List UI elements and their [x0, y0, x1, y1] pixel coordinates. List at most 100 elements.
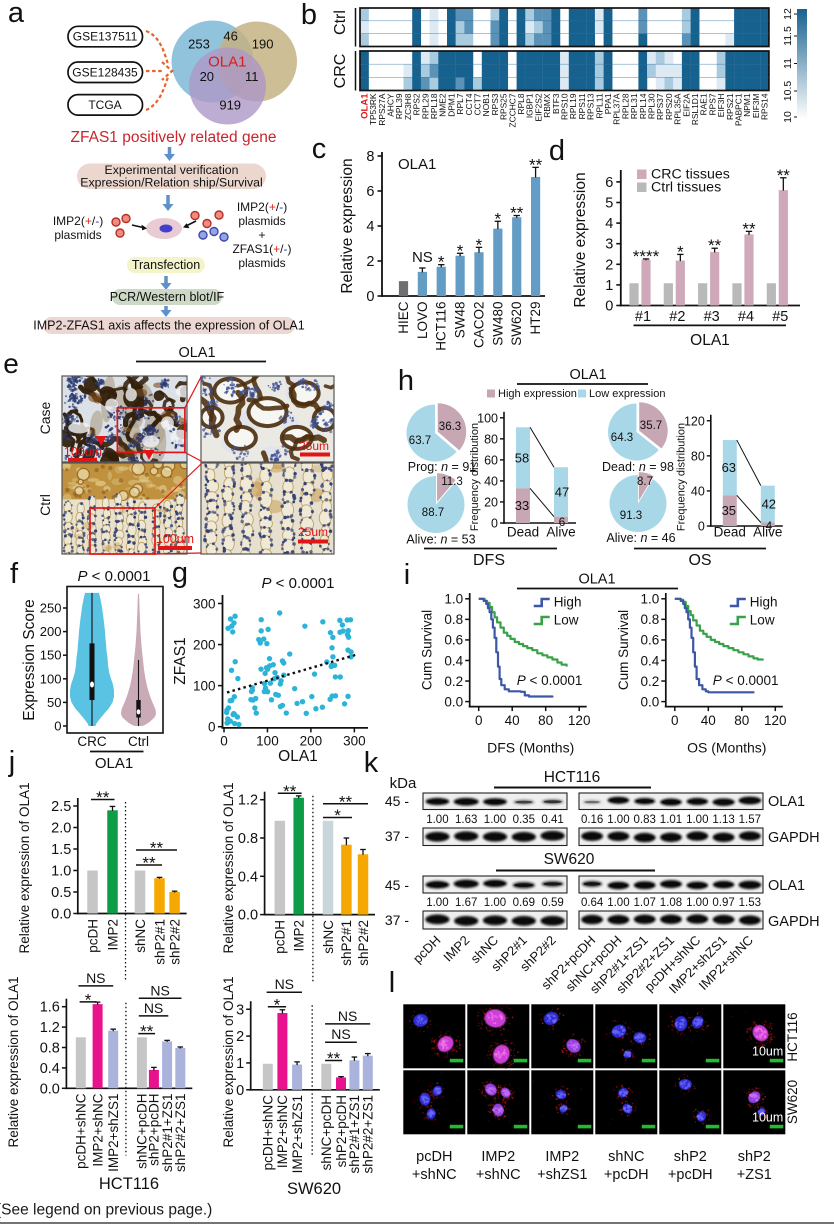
svg-text:200: 200	[193, 638, 216, 653]
svg-text:HCT116: HCT116	[544, 769, 601, 786]
svg-text:6: 6	[605, 175, 613, 191]
svg-text:0.4: 0.4	[444, 653, 463, 668]
svg-text:RPL29: RPL29	[420, 93, 430, 119]
svg-text:Dead: n = 98: Dead: n = 98	[602, 460, 674, 474]
svg-text:NOB1: NOB1	[481, 93, 491, 116]
svg-text:RPL39: RPL39	[394, 93, 404, 119]
svg-text:47: 47	[555, 484, 569, 499]
svg-text:shNC+pcDH: shNC+pcDH	[319, 1095, 334, 1170]
svg-text:11.3: 11.3	[441, 476, 463, 488]
svg-text:PCR/Western blot/IF: PCR/Western blot/IF	[110, 290, 225, 304]
svg-text:60: 60	[484, 453, 498, 467]
svg-text:10.5: 10.5	[782, 81, 794, 102]
svg-text:1.0: 1.0	[444, 592, 463, 607]
svg-text:**: **	[742, 219, 756, 238]
svg-text:Frequency distribution: Frequency distribution	[469, 423, 481, 531]
svg-text:Low: Low	[554, 613, 579, 628]
svg-text:0.0: 0.0	[238, 908, 258, 924]
svg-text:SW620: SW620	[544, 851, 595, 868]
svg-text:1.01: 1.01	[660, 814, 682, 826]
svg-text:0: 0	[491, 517, 498, 531]
svg-text:OLA1: OLA1	[569, 367, 606, 383]
svg-text:1.00: 1.00	[484, 897, 506, 909]
svg-text:**: **	[142, 854, 156, 873]
svg-text:High expression: High expression	[498, 388, 577, 400]
svg-text:1: 1	[236, 1056, 244, 1072]
svg-text:0.4: 0.4	[40, 1061, 60, 1077]
svg-text:0.4: 0.4	[238, 869, 258, 885]
svg-text:shP2#1: shP2#1	[339, 920, 354, 966]
svg-text:0.16: 0.16	[581, 814, 603, 826]
svg-text:**: **	[708, 236, 722, 255]
svg-text:HCT116: HCT116	[434, 302, 449, 351]
svg-text:0.2: 0.2	[641, 674, 660, 689]
svg-text:RPL11: RPL11	[594, 93, 604, 118]
svg-text:Cum Survival: Cum Survival	[420, 610, 435, 690]
svg-text:PPA1: PPA1	[603, 93, 613, 114]
svg-text:*: *	[495, 209, 502, 228]
svg-text:0.0: 0.0	[444, 694, 463, 709]
svg-text:91.3: 91.3	[620, 510, 642, 522]
svg-text:CRC: CRC	[332, 54, 349, 89]
svg-text:OLA1: OLA1	[208, 54, 246, 71]
svg-text:Transfection: Transfection	[132, 258, 200, 272]
svg-text:12: 12	[782, 8, 794, 20]
svg-text:RPL35A: RPL35A	[673, 93, 683, 125]
svg-text:1.2: 1.2	[238, 793, 258, 809]
svg-text:pcDH+shNC: pcDH+shNC	[261, 1095, 276, 1171]
svg-text:pcDH: pcDH	[85, 919, 100, 953]
svg-text:0: 0	[605, 299, 613, 315]
svg-text:0.0: 0.0	[40, 1081, 60, 1097]
svg-text:0.0: 0.0	[641, 694, 660, 709]
svg-text:Alive: n = 46: Alive: n = 46	[606, 531, 675, 545]
svg-text:IMP2+shNC: IMP2+shNC	[90, 1093, 105, 1166]
svg-text:Frequency distribution: Frequency distribution	[676, 423, 688, 531]
svg-text:RSL1D1: RSL1D1	[690, 93, 700, 125]
svg-text:j: j	[8, 746, 15, 778]
svg-text:Alive: n = 53: Alive: n = 53	[406, 533, 475, 547]
svg-text:36.3: 36.3	[439, 421, 461, 433]
svg-text:IMP2(+/-): IMP2(+/-)	[237, 200, 287, 214]
svg-text:300: 300	[193, 596, 216, 611]
svg-text:88.7: 88.7	[422, 507, 444, 519]
svg-text:253: 253	[188, 37, 210, 52]
svg-text:TP53RK: TP53RK	[368, 93, 378, 125]
svg-text:**: **	[96, 788, 110, 807]
svg-text:0.4: 0.4	[641, 653, 660, 668]
svg-text:*: *	[438, 253, 445, 272]
svg-text:Low: Low	[750, 613, 775, 628]
svg-text:NME2: NME2	[438, 93, 448, 117]
svg-text:RBMX: RBMX	[542, 93, 552, 118]
svg-text:SW620: SW620	[509, 302, 524, 346]
svg-text:IMP2+shNC: IMP2+shNC	[275, 1095, 290, 1168]
svg-text:0.8: 0.8	[40, 1041, 60, 1057]
svg-text:1.0: 1.0	[51, 864, 71, 880]
svg-text:64.3: 64.3	[611, 432, 633, 444]
svg-text:IMP2-ZFAS1 axis affects the ex: IMP2-ZFAS1 axis affects the expression o…	[33, 319, 304, 333]
svg-text:35.7: 35.7	[640, 420, 662, 432]
svg-text:****: ****	[633, 247, 660, 266]
svg-text:Low expression: Low expression	[589, 388, 665, 400]
svg-text:42: 42	[762, 497, 776, 512]
svg-text:+: +	[258, 228, 265, 242]
svg-text:0: 0	[698, 520, 705, 534]
svg-text:2: 2	[236, 1029, 244, 1045]
svg-text:Experimental verification: Experimental verification	[105, 163, 239, 177]
svg-text:*: *	[334, 806, 341, 825]
svg-text:OLA1: OLA1	[178, 345, 215, 361]
svg-text:Dead: Dead	[714, 525, 746, 540]
svg-text:1.67: 1.67	[455, 897, 477, 909]
svg-text:50: 50	[47, 695, 61, 710]
svg-text:Prog: n = 91: Prog: n = 91	[408, 460, 477, 474]
svg-text:200: 200	[300, 733, 323, 748]
svg-text:1.53: 1.53	[739, 897, 761, 909]
svg-text:OLA1: OLA1	[398, 156, 436, 173]
svg-text:3: 3	[605, 237, 613, 253]
svg-text:Expression Score: Expression Score	[21, 599, 38, 720]
svg-text:ZCCHC7: ZCCHC7	[507, 93, 517, 127]
svg-text:1.0: 1.0	[641, 592, 660, 607]
svg-text:RPL30: RPL30	[646, 93, 656, 119]
svg-text:Relative expression of OLA1: Relative expression of OLA1	[17, 782, 32, 953]
svg-text:120: 120	[684, 414, 705, 428]
svg-text:OLA1: OLA1	[690, 332, 730, 349]
